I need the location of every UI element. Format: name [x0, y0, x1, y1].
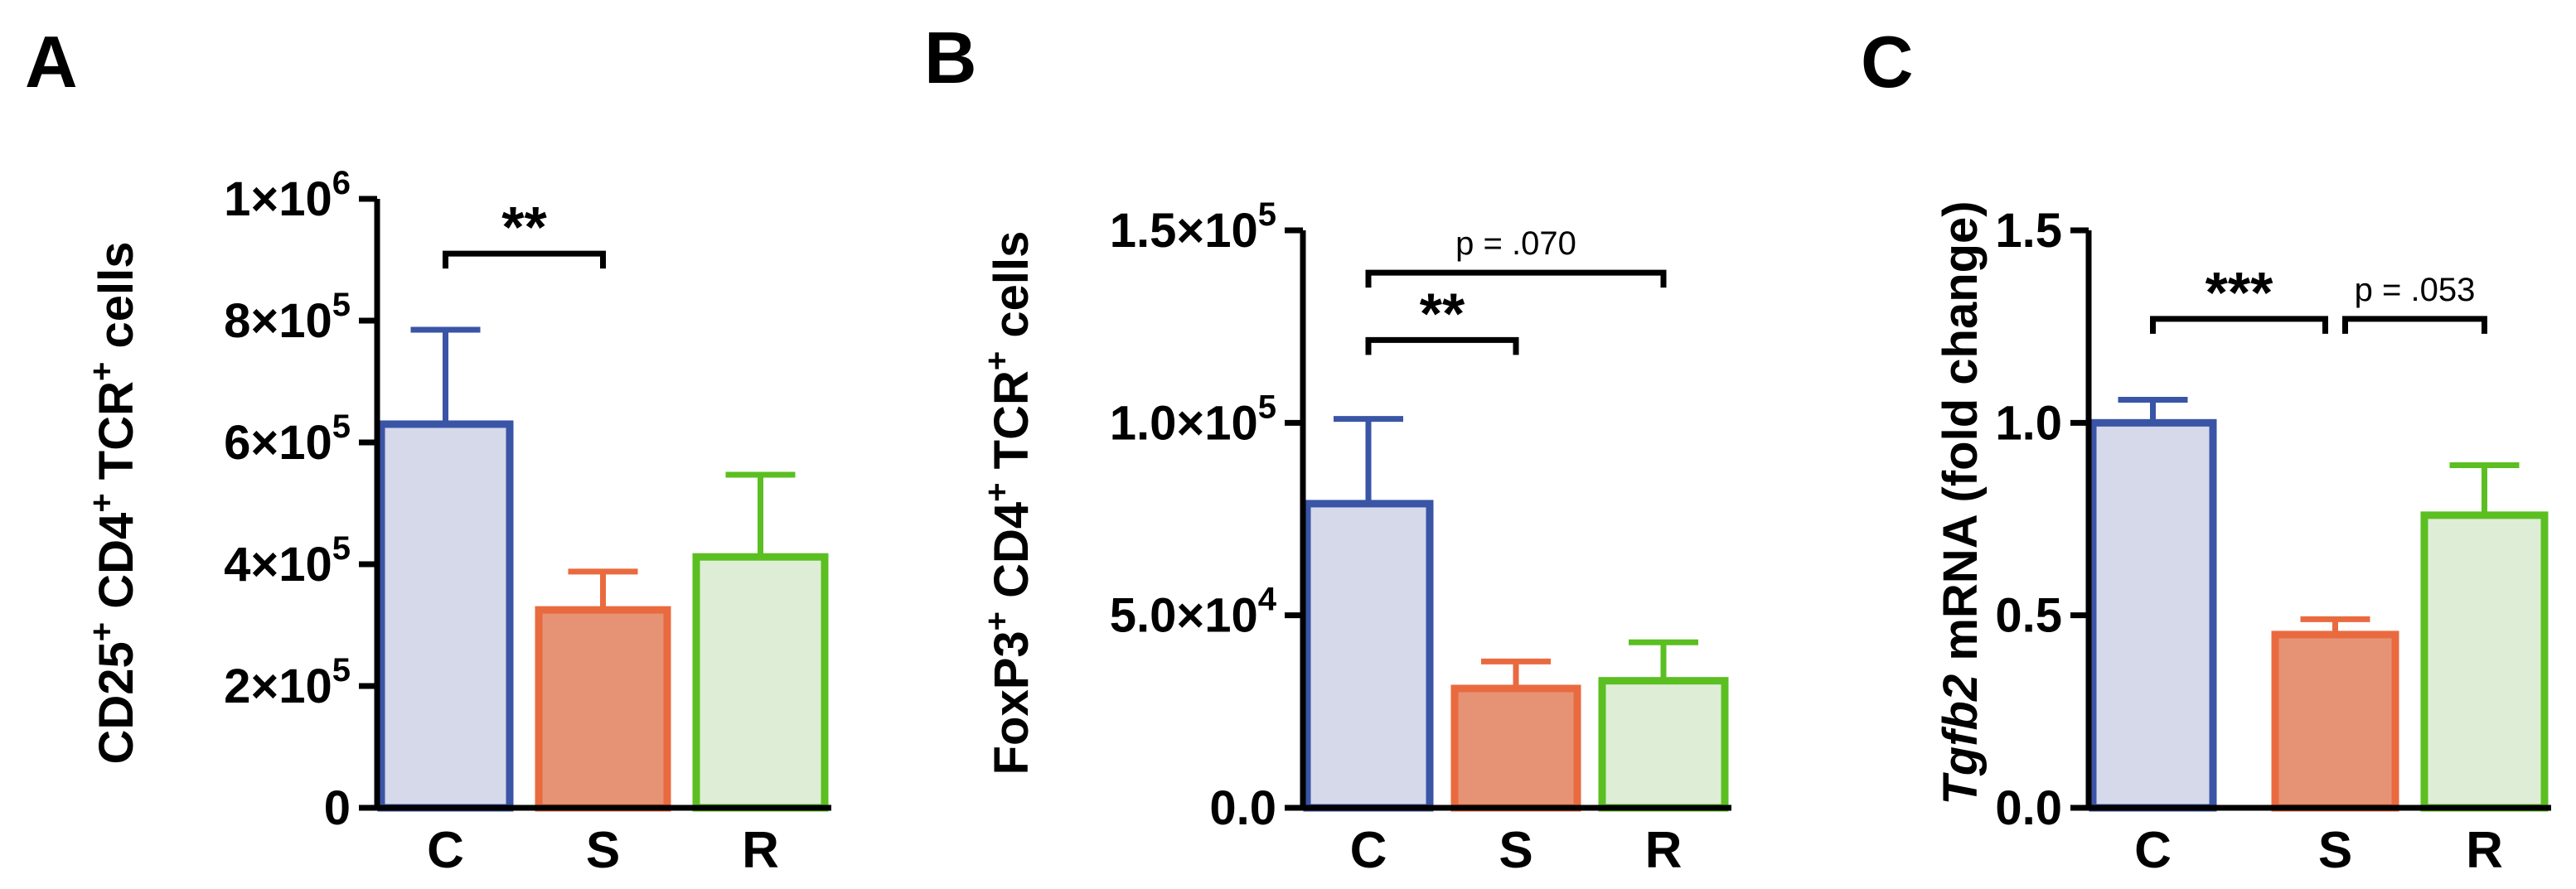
y-tick-label: 6×105 [224, 408, 351, 470]
y-tick-label: 1.0 [1995, 396, 2062, 450]
y-tick-label: 0.0 [1209, 781, 1276, 835]
y-axis-label: CD25+ CD4+ TCR+ cells [84, 242, 143, 765]
category-label-c: C [1350, 822, 1387, 879]
bar-c [377, 420, 514, 812]
y-tick-label: 1×106 [224, 165, 351, 226]
category-label-c: C [2134, 822, 2172, 879]
panel-b: B C S R 0.0 5.0×104 1.0×105 1.5×105 FoxP3+ CD4+ … [924, 17, 1731, 879]
y-axis-label: FoxP3+ CD4+ TCR+ cells [979, 231, 1039, 775]
significance-bracket [443, 250, 606, 269]
bar-r [1598, 677, 1729, 812]
panel-label: B [924, 17, 977, 99]
bar-r [692, 553, 829, 812]
category-label-s: S [2318, 822, 2352, 879]
y-tick-label: 4×105 [224, 530, 351, 592]
bar-s [2271, 631, 2399, 812]
significance-stars: *** [2206, 260, 2273, 325]
category-label-r: R [742, 822, 779, 879]
panel-label: C [1861, 21, 1914, 103]
y-tick-label: 0 [324, 781, 351, 835]
y-tick-label: 5.0×104 [1110, 582, 1277, 643]
y-axis-label: Tgfb2 mRNA (fold change) [1934, 201, 1988, 804]
bar-c [2089, 418, 2217, 812]
category-label-s: S [586, 822, 620, 879]
bar-c [1303, 500, 1434, 812]
y-tick-label: 1.5 [1995, 204, 2062, 258]
y-tick-label: 8×105 [224, 287, 351, 348]
significance-bracket [1365, 336, 1519, 355]
panel-label: A [25, 21, 78, 103]
p-value-label: p = .053 [2355, 272, 2476, 308]
category-label-r: R [1645, 822, 1683, 879]
category-label-r: R [2466, 822, 2503, 879]
category-label-c: C [427, 822, 464, 879]
p-value-label: p = .070 [1455, 225, 1576, 262]
y-tick-label: 0.5 [1995, 589, 2062, 643]
significance-bracket [1365, 269, 1667, 288]
y-tick-label: 0.0 [1995, 781, 2062, 835]
significance-bracket [2342, 316, 2487, 334]
bar-s [535, 606, 671, 812]
significance-stars: ** [501, 195, 547, 259]
y-tick-label: 1.5×105 [1110, 196, 1276, 258]
y-tick-label: 1.0×105 [1110, 389, 1276, 450]
panel-a: A C S R 0 2×105 4×105 6×105 8×105 1×106 CD25+ CD4+… [25, 21, 831, 879]
significance-bracket [2150, 316, 2328, 334]
y-tick-label: 2×105 [224, 652, 351, 713]
category-label-s: S [1499, 822, 1533, 879]
bar-r [2420, 511, 2549, 812]
significance-stars: ** [1420, 281, 1465, 345]
bar-s [1450, 684, 1581, 812]
